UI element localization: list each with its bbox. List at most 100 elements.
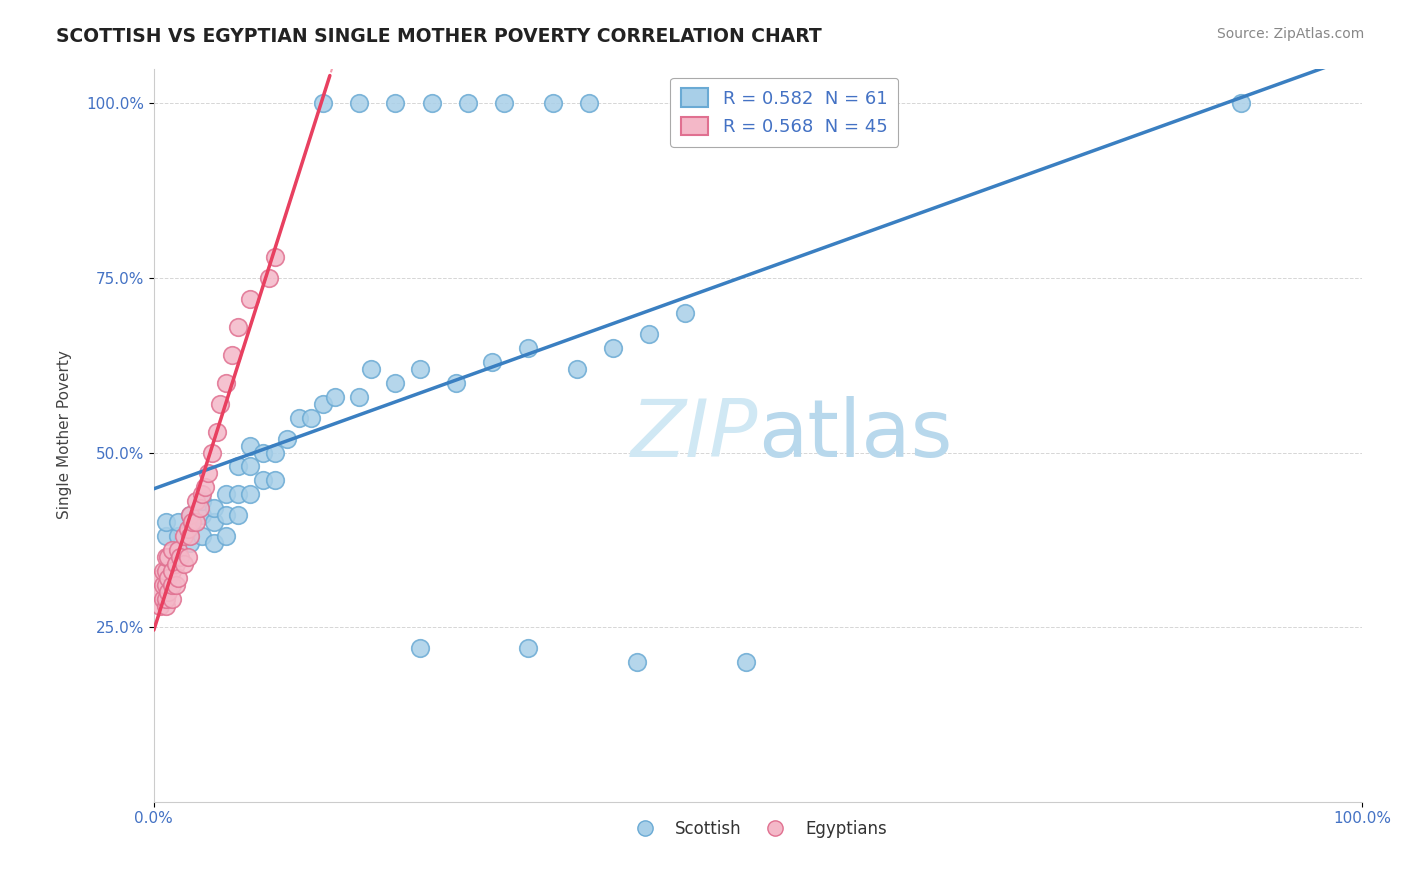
Point	[239, 487, 262, 501]
Point	[541, 96, 564, 111]
Point	[176, 522, 198, 536]
Point	[160, 578, 183, 592]
Point	[157, 550, 180, 565]
Y-axis label: Single Mother Poverty: Single Mother Poverty	[58, 351, 72, 519]
Point	[638, 326, 661, 341]
Point	[181, 516, 204, 530]
Point	[215, 376, 238, 390]
Point	[157, 585, 180, 599]
Text: atlas: atlas	[758, 396, 952, 474]
Point	[188, 501, 211, 516]
Text: SCOTTISH VS EGYPTIAN SINGLE MOTHER POVERTY CORRELATION CHART: SCOTTISH VS EGYPTIAN SINGLE MOTHER POVER…	[56, 27, 823, 45]
Point	[408, 361, 430, 376]
Legend: Scottish, Egyptians: Scottish, Egyptians	[621, 814, 894, 845]
Point	[384, 376, 406, 390]
Point	[155, 516, 177, 530]
Point	[215, 529, 238, 543]
Point	[149, 571, 172, 585]
Point	[517, 640, 540, 655]
Point	[673, 306, 696, 320]
Point	[149, 599, 172, 613]
Point	[191, 487, 214, 501]
Point	[202, 516, 225, 530]
Point	[347, 96, 370, 111]
Point	[169, 550, 191, 565]
Point	[176, 550, 198, 565]
Point	[179, 508, 201, 523]
Point	[734, 655, 756, 669]
Point	[228, 487, 250, 501]
Point	[191, 494, 214, 508]
Point	[215, 508, 238, 523]
Point	[160, 564, 183, 578]
Point	[263, 445, 285, 459]
Point	[193, 480, 215, 494]
Point	[152, 578, 174, 592]
Point	[1230, 96, 1253, 111]
Point	[578, 96, 600, 111]
Point	[165, 558, 187, 572]
Point	[179, 508, 201, 523]
Point	[205, 425, 228, 439]
Point	[257, 271, 280, 285]
Point	[155, 550, 177, 565]
Point	[167, 529, 190, 543]
Point	[155, 578, 177, 592]
Point	[184, 516, 207, 530]
Point	[221, 348, 243, 362]
Point	[626, 655, 648, 669]
Point	[457, 96, 479, 111]
Point	[228, 319, 250, 334]
Point	[155, 592, 177, 607]
Point	[494, 96, 516, 111]
Point	[276, 432, 298, 446]
Point	[201, 445, 224, 459]
Point	[152, 592, 174, 607]
Point	[165, 578, 187, 592]
Point	[184, 494, 207, 508]
Point	[202, 536, 225, 550]
Point	[239, 292, 262, 306]
Point	[155, 599, 177, 613]
Point	[239, 438, 262, 452]
Point	[152, 564, 174, 578]
Text: ZIP: ZIP	[630, 396, 758, 474]
Point	[299, 410, 322, 425]
Point	[602, 341, 624, 355]
Text: Source: ZipAtlas.com: Source: ZipAtlas.com	[1216, 27, 1364, 41]
Point	[191, 529, 214, 543]
Point	[155, 529, 177, 543]
Point	[517, 341, 540, 355]
Point	[179, 529, 201, 543]
Point	[167, 516, 190, 530]
Point	[263, 474, 285, 488]
Point	[323, 390, 346, 404]
Point	[312, 96, 335, 111]
Point	[288, 410, 311, 425]
Point	[191, 508, 214, 523]
Point	[167, 571, 190, 585]
Point	[173, 529, 195, 543]
Point	[160, 543, 183, 558]
Point	[167, 543, 190, 558]
Point	[215, 487, 238, 501]
Point	[252, 474, 274, 488]
Point	[408, 640, 430, 655]
Point	[252, 445, 274, 459]
Point	[384, 96, 406, 111]
Point	[179, 536, 201, 550]
Point	[228, 508, 250, 523]
Point	[157, 571, 180, 585]
Point	[197, 467, 219, 481]
Point	[209, 397, 232, 411]
Point	[481, 355, 503, 369]
Point	[160, 592, 183, 607]
Point	[155, 564, 177, 578]
Point	[202, 501, 225, 516]
Point	[312, 397, 335, 411]
Point	[444, 376, 467, 390]
Point	[263, 250, 285, 264]
Point	[347, 390, 370, 404]
Point	[360, 361, 382, 376]
Point	[149, 585, 172, 599]
